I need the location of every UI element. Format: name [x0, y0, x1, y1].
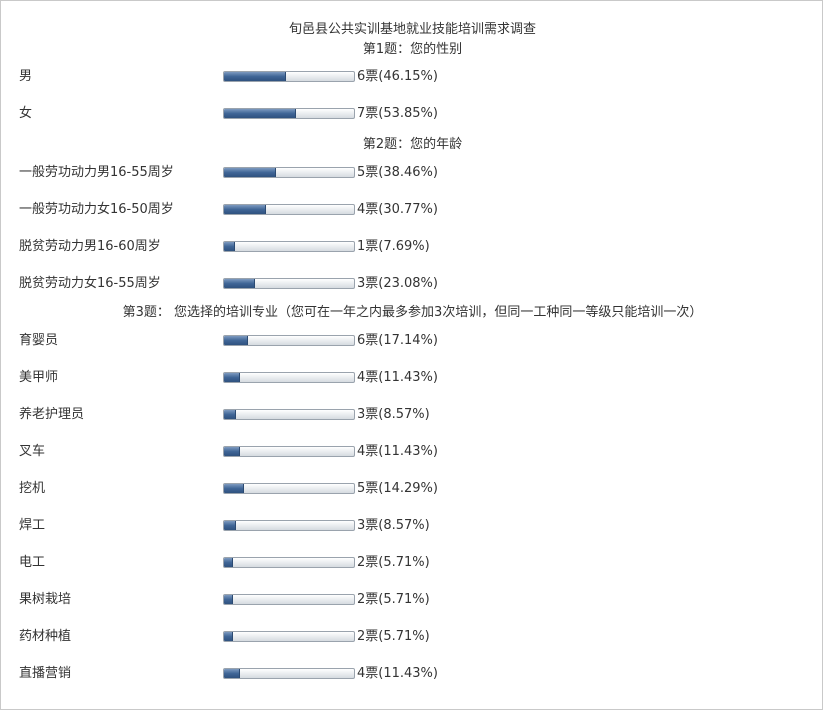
- vote-bar-track: [223, 167, 355, 178]
- option-label: 药材种植: [19, 629, 72, 644]
- option-row: 脱贫劳动力男16-60周岁 1票(7.69%): [1, 237, 823, 257]
- vote-bar-fill: [224, 595, 233, 604]
- vote-bar-fill: [224, 521, 237, 530]
- vote-bar-track: [223, 594, 355, 605]
- vote-count: 7票(53.85%): [357, 106, 438, 121]
- option-row: 男 6票(46.15%): [1, 67, 823, 87]
- vote-bar-track: [223, 241, 355, 252]
- question-heading: 第3题： 您选择的培训专业（您可在一年之内最多参加3次培训，但同一工种同一等级只…: [122, 305, 703, 320]
- survey-title: 旬邑县公共实训基地就业技能培训需求调查: [288, 22, 536, 37]
- vote-bar-fill: [224, 669, 241, 678]
- option-row: 叉车 4票(11.43%): [1, 442, 823, 462]
- vote-bar-fill: [224, 72, 286, 81]
- vote-bar-track: [223, 668, 355, 679]
- option-label: 叉车: [19, 444, 46, 459]
- option-row: 脱贫劳动力女16-55周岁 3票(23.08%): [1, 274, 823, 294]
- option-label: 脱贫劳动力男16-60周岁: [19, 239, 161, 254]
- option-label: 脱贫劳动力女16-55周岁: [19, 276, 161, 291]
- option-row: 电工 2票(5.71%): [1, 553, 823, 573]
- option-label: 挖机: [19, 481, 46, 496]
- option-row: 果树栽培 2票(5.71%): [1, 590, 823, 610]
- vote-bar-track: [223, 520, 355, 531]
- vote-count: 2票(5.71%): [357, 629, 430, 644]
- vote-count: 4票(11.43%): [357, 666, 438, 681]
- vote-count: 5票(38.46%): [357, 165, 438, 180]
- vote-count: 2票(5.71%): [357, 555, 430, 570]
- vote-count: 6票(17.14%): [357, 333, 438, 348]
- option-row: 美甲师 4票(11.43%): [1, 368, 823, 388]
- vote-count: 6票(46.15%): [357, 69, 438, 84]
- option-label: 电工: [19, 555, 46, 570]
- option-row: 焊工 3票(8.57%): [1, 516, 823, 536]
- vote-count: 4票(11.43%): [357, 444, 438, 459]
- vote-bar-track: [223, 409, 355, 420]
- option-label: 美甲师: [19, 370, 59, 385]
- option-row: 直播营销 4票(11.43%): [1, 664, 823, 684]
- vote-bar-track: [223, 204, 355, 215]
- vote-count: 4票(11.43%): [357, 370, 438, 385]
- option-label: 男: [19, 69, 33, 84]
- vote-bar-fill: [224, 484, 244, 493]
- vote-bar-fill: [224, 168, 276, 177]
- option-label: 女: [19, 106, 33, 121]
- vote-bar-track: [223, 372, 355, 383]
- vote-bar-fill: [224, 373, 241, 382]
- vote-bar-track: [223, 631, 355, 642]
- question-heading: 第1题：您的性别: [362, 42, 463, 57]
- option-row: 挖机 5票(14.29%): [1, 479, 823, 499]
- vote-count: 2票(5.71%): [357, 592, 430, 607]
- vote-bar-fill: [224, 558, 233, 567]
- vote-bar-fill: [224, 447, 241, 456]
- option-label: 焊工: [19, 518, 46, 533]
- vote-bar-track: [223, 278, 355, 289]
- vote-bar-track: [223, 483, 355, 494]
- vote-bar-track: [223, 446, 355, 457]
- option-row: 女 7票(53.85%): [1, 104, 823, 124]
- option-row: 养老护理员 3票(8.57%): [1, 405, 823, 425]
- option-label: 直播营销: [19, 666, 72, 681]
- option-row: 育婴员 6票(17.14%): [1, 331, 823, 351]
- vote-bar-fill: [224, 632, 233, 641]
- vote-bar-fill: [224, 205, 266, 214]
- vote-count: 3票(8.57%): [357, 518, 430, 533]
- vote-bar-track: [223, 71, 355, 82]
- vote-count: 1票(7.69%): [357, 239, 430, 254]
- vote-count: 4票(30.77%): [357, 202, 438, 217]
- vote-bar-track: [223, 335, 355, 346]
- option-label: 一般劳功动力男16-55周岁: [19, 165, 174, 180]
- option-label: 一般劳功动力女16-50周岁: [19, 202, 174, 217]
- vote-bar-fill: [224, 242, 236, 251]
- vote-bar-fill: [224, 109, 297, 118]
- option-label: 养老护理员: [19, 407, 85, 422]
- option-row: 一般劳功动力女16-50周岁 4票(30.77%): [1, 200, 823, 220]
- vote-bar-track: [223, 557, 355, 568]
- vote-count: 3票(8.57%): [357, 407, 430, 422]
- vote-count: 3票(23.08%): [357, 276, 438, 291]
- vote-bar-track: [223, 108, 355, 119]
- option-row: 药材种植 2票(5.71%): [1, 627, 823, 647]
- option-label: 育婴员: [19, 333, 59, 348]
- option-row: 一般劳功动力男16-55周岁 5票(38.46%): [1, 163, 823, 183]
- question-heading: 第2题：您的年龄: [362, 137, 463, 152]
- vote-bar-fill: [224, 279, 256, 288]
- vote-bar-fill: [224, 336, 248, 345]
- option-label: 果树栽培: [19, 592, 72, 607]
- vote-bar-fill: [224, 410, 237, 419]
- vote-count: 5票(14.29%): [357, 481, 438, 496]
